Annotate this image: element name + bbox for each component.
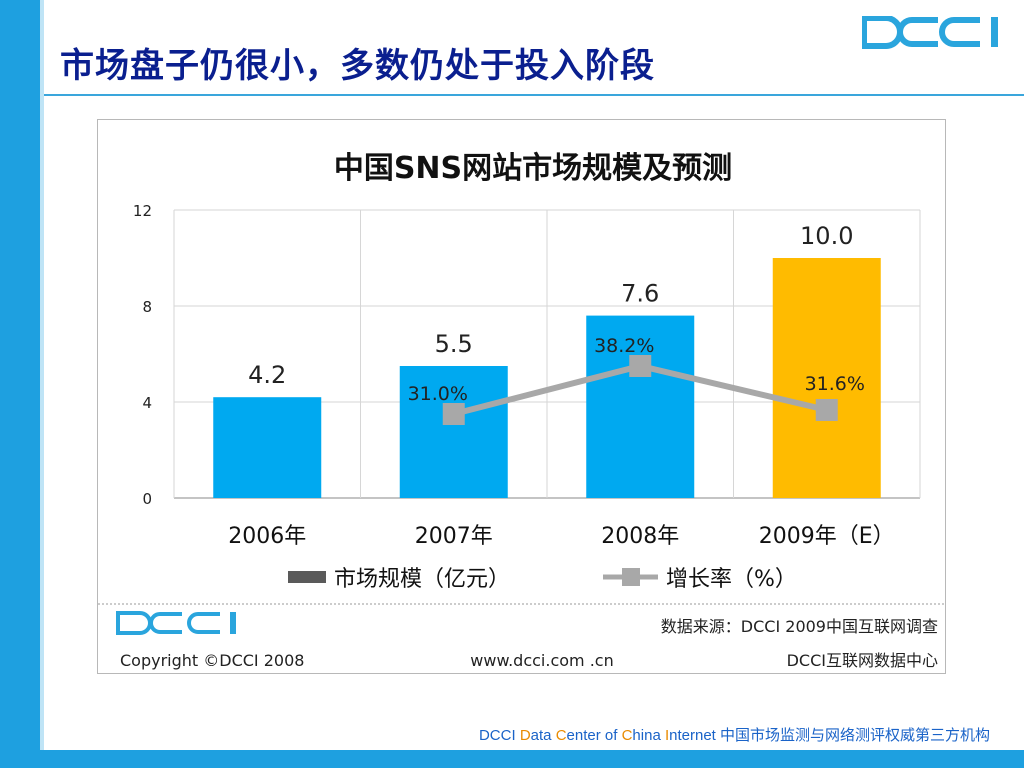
growth-value-label: 31.0% bbox=[408, 383, 468, 405]
chart-source-note: 数据来源：DCCI 2009中国互联网调查 bbox=[661, 617, 938, 636]
growth-marker bbox=[815, 399, 838, 421]
footer-accent: I bbox=[664, 727, 670, 744]
chart-org: DCCI互联网数据中心 bbox=[787, 651, 938, 670]
bar-value-label: 10.0 bbox=[800, 222, 853, 250]
x-tick-label: 2008年 bbox=[601, 524, 679, 549]
y-tick-label: 4 bbox=[142, 394, 152, 412]
footer-part: enter of bbox=[566, 727, 622, 744]
legend-label: 增长率（%） bbox=[666, 567, 797, 592]
x-tick-label: 2007年 bbox=[415, 524, 493, 549]
legend-swatch-marker bbox=[622, 568, 640, 586]
bar bbox=[772, 258, 881, 498]
chart-url: www.dcci.com .cn bbox=[470, 651, 613, 670]
chart-title: 中国SNS网站市场规模及预测 bbox=[334, 151, 732, 186]
title-divider bbox=[44, 94, 1024, 96]
bar bbox=[213, 397, 322, 498]
footer-part: hina bbox=[632, 727, 665, 744]
chart-frame: 中国SNS网站市场规模及预测 0 4 8 12 4.2 2006年 5.5 2007年 7.6… bbox=[97, 119, 946, 674]
x-tick-label: 2006年 bbox=[228, 524, 306, 549]
footer-accent: C bbox=[621, 727, 633, 744]
x-tick-label: 2009年（E） bbox=[759, 524, 895, 549]
bottom-accent-bar bbox=[0, 750, 1024, 768]
growth-marker bbox=[442, 403, 465, 425]
dcci-logo bbox=[862, 16, 998, 49]
chart-copyright: Copyright ©DCCI 2008 bbox=[120, 651, 304, 670]
left-accent-stripe bbox=[40, 0, 44, 768]
bar bbox=[399, 366, 508, 498]
bar-value-label: 5.5 bbox=[435, 330, 473, 358]
left-accent-bar bbox=[0, 0, 40, 768]
legend-swatch-bar bbox=[288, 571, 326, 583]
bar bbox=[586, 315, 695, 498]
growth-value-label: 31.6% bbox=[805, 373, 865, 395]
y-tick-label: 8 bbox=[142, 298, 152, 316]
chart-dcci-logo bbox=[116, 611, 236, 635]
y-tick-label: 0 bbox=[142, 490, 152, 508]
footer-part: DCCI bbox=[478, 727, 520, 744]
footer-part: ata bbox=[530, 727, 556, 744]
y-tick-label: 12 bbox=[133, 202, 152, 220]
footer-part: nternet 中国市场监测与网络测评权威第三方机构 bbox=[669, 727, 990, 744]
growth-value-label: 38.2% bbox=[594, 335, 654, 357]
footer-accent: D bbox=[519, 727, 531, 744]
legend-label: 市场规模（亿元） bbox=[334, 567, 510, 592]
growth-marker bbox=[629, 355, 652, 377]
slide-footer: DCCI Data Center of China Internet 中国市场监… bbox=[479, 724, 990, 745]
sns-market-chart: 中国SNS网站市场规模及预测 0 4 8 12 4.2 2006年 5.5 2007年 7.6… bbox=[98, 151, 945, 673]
bar-value-label: 4.2 bbox=[248, 361, 286, 389]
slide-title: 市场盘子仍很小，多数仍处于投入阶段 bbox=[60, 46, 655, 86]
bar-value-label: 7.6 bbox=[621, 280, 659, 308]
footer-accent: C bbox=[555, 727, 567, 744]
